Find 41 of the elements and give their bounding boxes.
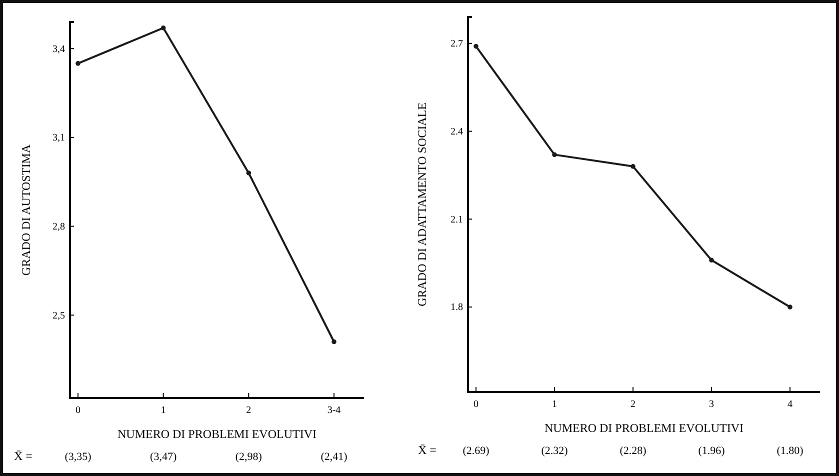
x-tick-label: 3 [709,399,714,410]
x-tick-label: 1 [552,399,557,410]
point [552,152,557,158]
data-label: (3,47) [150,451,177,463]
y-tick-label: 2,8 [52,221,65,232]
x-tick-label: 2 [246,405,252,416]
y-tick-label: 2.4 [450,126,463,138]
x-axis-title: NUMERO DI PROBLEMI EVOLUTIVI [118,427,316,441]
data-label: (3,35) [64,451,92,463]
data-label: (2.28) [620,445,647,457]
text: X̄ = [418,443,437,457]
x-tick-label: 2 [630,399,636,410]
point [160,26,166,30]
y-tick-label: 1.8 [450,302,463,314]
x-tick-label: 3-4 [327,405,341,416]
y-tick-label: 2.7 [450,38,463,50]
x-tick-label: 1 [160,405,166,416]
data-label: (2,98) [235,451,262,463]
point [709,258,714,263]
y-tick-label: 3,1 [52,132,65,144]
data-label: (1.80) [776,445,804,457]
point [630,164,636,169]
point [332,339,336,344]
point [246,170,252,176]
x-tick-label: 0 [474,399,478,410]
y-tick-label: 3,4 [52,44,65,55]
y-tick-label: 2.1 [450,214,463,226]
y-axis-title: GRADO DI AUTOSTIMA [19,144,33,276]
x-axis-title: NUMERO DI PROBLEMI EVOLUTIVI [544,421,744,435]
data-label: (2.69) [462,445,490,457]
data-label: (1.96) [698,445,726,457]
point [474,44,478,49]
point [788,304,792,310]
data-label: (2,41) [320,451,348,463]
data-label: (2.32) [541,445,568,457]
x-tick-label: 0 [76,405,80,416]
y-tick-label: 2,5 [52,310,65,322]
y-axis-title: GRADO DI ADATTAMENTO SOCIALE [415,102,429,306]
point [76,61,80,66]
text: X̄ = [14,449,33,463]
x-tick-label: 4 [788,399,792,410]
